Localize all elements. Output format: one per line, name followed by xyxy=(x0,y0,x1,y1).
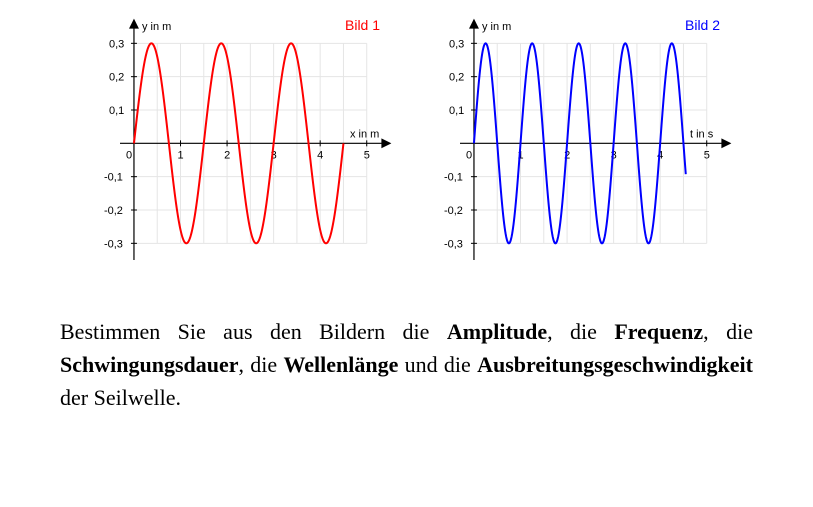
caption-bold-schwingungsdauer: Schwingungsdauer xyxy=(60,352,239,377)
caption-text: , die xyxy=(703,319,753,344)
chart-svg-2: 0123450,10,20,3-0,1-0,2-0,3y in mt in sB… xyxy=(420,10,740,270)
caption-text: Bestimmen Sie aus den Bildern die xyxy=(60,319,447,344)
svg-text:-0,2: -0,2 xyxy=(104,205,123,217)
chart-panel-1: 0123450,10,20,3-0,1-0,2-0,3y in mx in mB… xyxy=(80,10,400,275)
caption-bold-frequenz: Frequenz xyxy=(614,319,703,344)
svg-text:-0,1: -0,1 xyxy=(444,172,463,184)
svg-text:0: 0 xyxy=(126,149,132,161)
svg-text:0,2: 0,2 xyxy=(109,72,124,84)
svg-text:0,1: 0,1 xyxy=(109,105,124,117)
svg-text:-0,1: -0,1 xyxy=(104,172,123,184)
exercise-caption: Bestimmen Sie aus den Bildern die Amplit… xyxy=(0,295,813,434)
svg-text:-0,3: -0,3 xyxy=(444,238,463,250)
caption-bold-wellenlaenge: Wellenlänge xyxy=(283,352,398,377)
svg-text:4: 4 xyxy=(317,149,323,161)
figure-row: 0123450,10,20,3-0,1-0,2-0,3y in mx in mB… xyxy=(0,0,813,295)
caption-bold-ausbreitungsgeschwindigkeit: Ausbreitungsgeschwindigkeit xyxy=(477,352,753,377)
caption-text: der Seilwelle. xyxy=(60,385,181,410)
chart-panel-2: 0123450,10,20,3-0,1-0,2-0,3y in mt in sB… xyxy=(420,10,740,275)
caption-text: und die xyxy=(398,352,477,377)
svg-text:Bild 1: Bild 1 xyxy=(345,17,380,33)
svg-text:5: 5 xyxy=(704,149,710,161)
svg-text:-0,2: -0,2 xyxy=(444,205,463,217)
svg-text:0,2: 0,2 xyxy=(449,72,464,84)
svg-text:Bild 2: Bild 2 xyxy=(685,17,720,33)
caption-bold-amplitude: Amplitude xyxy=(447,319,547,344)
svg-text:-0,3: -0,3 xyxy=(104,238,123,250)
svg-text:1: 1 xyxy=(178,149,184,161)
svg-text:y in m: y in m xyxy=(142,21,171,33)
caption-text: , die xyxy=(239,352,284,377)
svg-text:5: 5 xyxy=(364,149,370,161)
chart-svg-1: 0123450,10,20,3-0,1-0,2-0,3y in mx in mB… xyxy=(80,10,400,270)
svg-text:t in s: t in s xyxy=(690,128,714,140)
svg-text:0,3: 0,3 xyxy=(109,38,124,50)
svg-text:2: 2 xyxy=(224,149,230,161)
caption-text: , die xyxy=(547,319,614,344)
svg-text:0,3: 0,3 xyxy=(449,38,464,50)
svg-text:y in m: y in m xyxy=(482,21,511,33)
svg-text:x in m: x in m xyxy=(350,128,379,140)
svg-text:0: 0 xyxy=(466,149,472,161)
svg-text:0,1: 0,1 xyxy=(449,105,464,117)
